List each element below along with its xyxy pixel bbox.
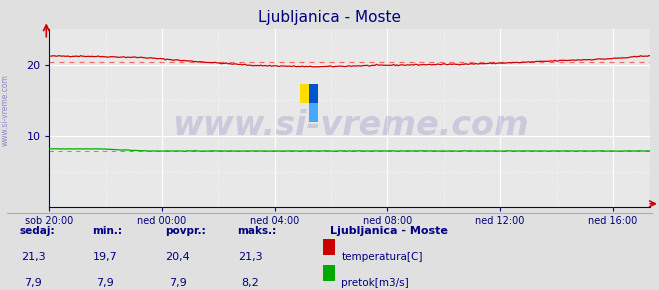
Text: Ljubljanica - Moste: Ljubljanica - Moste <box>330 226 447 236</box>
Text: 7,9: 7,9 <box>97 278 114 288</box>
Text: maks.:: maks.: <box>237 226 277 236</box>
Text: www.si-vreme.com: www.si-vreme.com <box>1 74 10 146</box>
Text: 21,3: 21,3 <box>238 252 263 262</box>
Text: Ljubljanica - Moste: Ljubljanica - Moste <box>258 10 401 25</box>
Text: 19,7: 19,7 <box>93 252 118 262</box>
Text: temperatura[C]: temperatura[C] <box>341 252 423 262</box>
Text: 7,9: 7,9 <box>24 278 42 288</box>
Text: www.si-vreme.com: www.si-vreme.com <box>171 109 529 142</box>
Text: sedaj:: sedaj: <box>20 226 55 236</box>
Text: 8,2: 8,2 <box>242 278 259 288</box>
Text: 7,9: 7,9 <box>169 278 186 288</box>
Text: povpr.:: povpr.: <box>165 226 206 236</box>
Text: 21,3: 21,3 <box>20 252 45 262</box>
Text: min.:: min.: <box>92 226 123 236</box>
Text: 20,4: 20,4 <box>165 252 190 262</box>
Text: pretok[m3/s]: pretok[m3/s] <box>341 278 409 288</box>
